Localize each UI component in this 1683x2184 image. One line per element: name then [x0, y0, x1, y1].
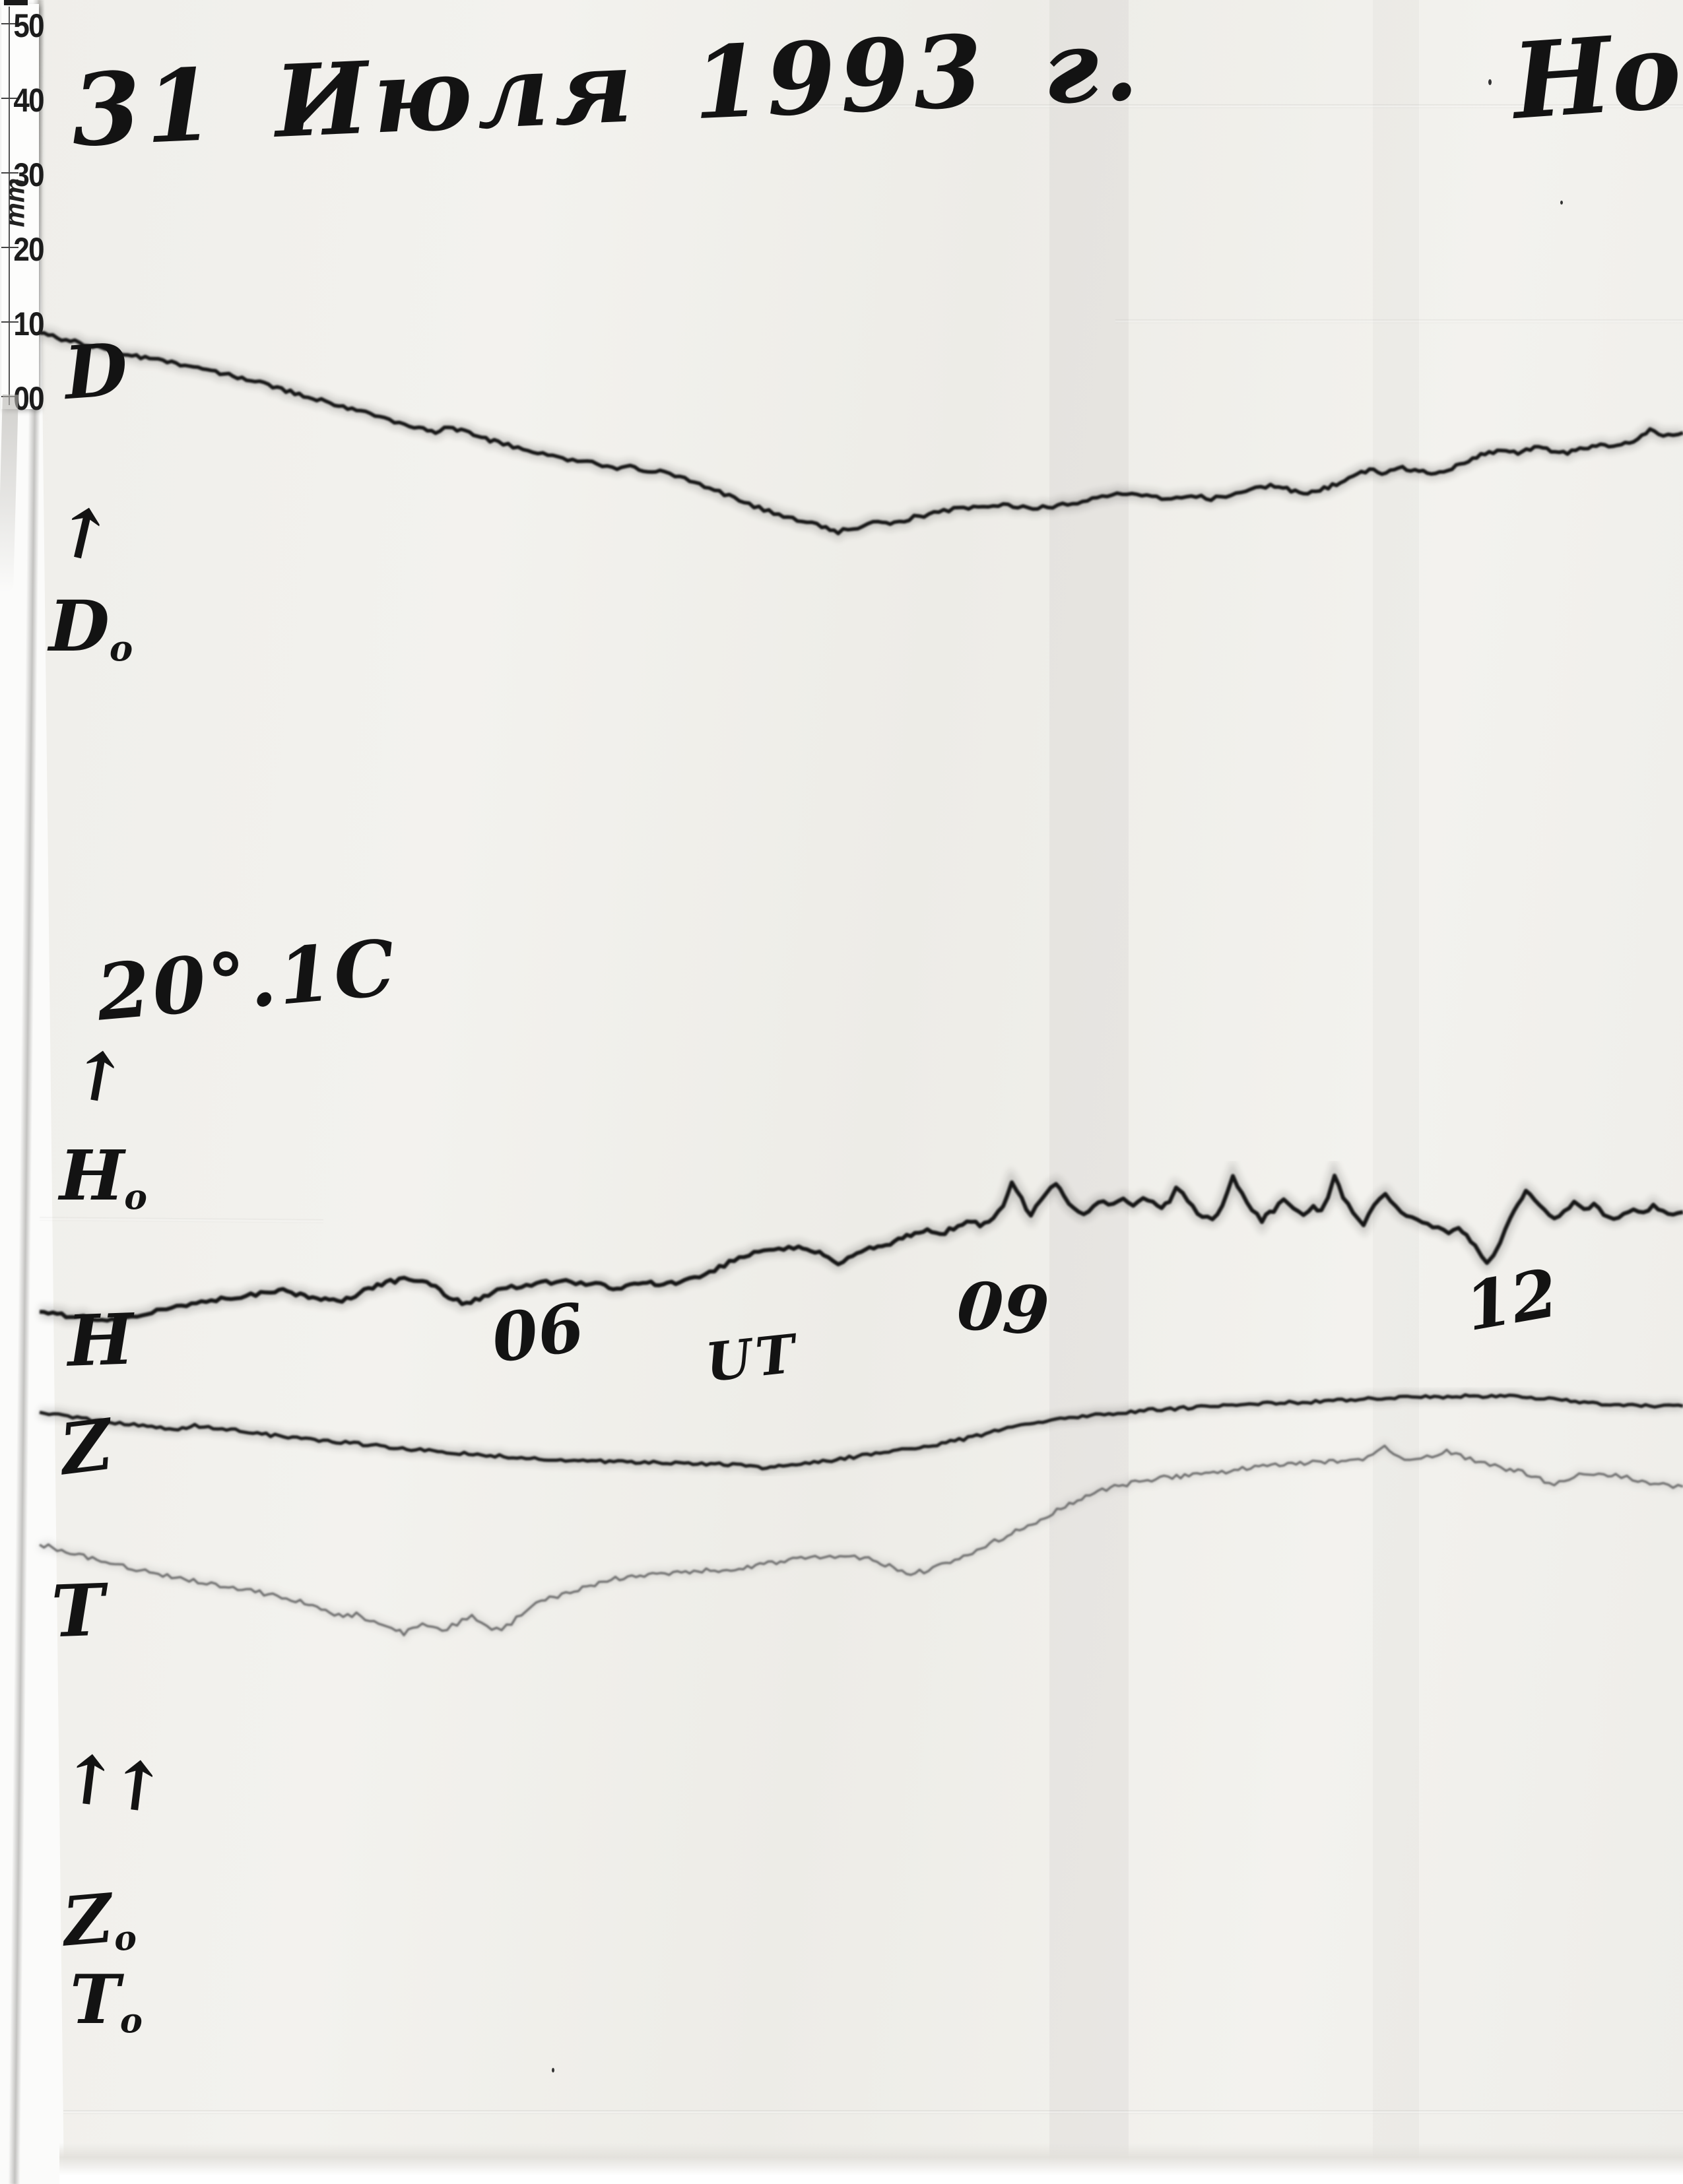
label-t0-main: T [70, 1960, 120, 2039]
ink-speck [1560, 201, 1563, 205]
paper-crease [63, 2110, 1683, 2114]
ink-speck [552, 2068, 554, 2072]
trace-Z [39, 1393, 1683, 1471]
trace-halo-D [39, 327, 1683, 541]
label-h0-main: H [59, 1135, 125, 1216]
label-h0: Ho [59, 1141, 147, 1215]
ruler-top-mark [4, 0, 28, 5]
label-z0: Zo [59, 1879, 139, 1962]
ruler-tick-label: 30 [13, 156, 44, 193]
trace-D [39, 331, 1683, 536]
label-t0: To [70, 1966, 143, 2038]
label-z0-main: Z [59, 1879, 116, 1962]
hour-label-12: 12 [1459, 1253, 1564, 1347]
paper-crease [818, 104, 1683, 108]
trace-H [39, 1173, 1683, 1324]
ruler-tick [1, 172, 18, 174]
up-arrow-icon: ↑ [63, 1033, 133, 1122]
label-t: T [50, 1568, 106, 1654]
mm-ruler-strip: 50 40 30 20 10 00 mm [0, 0, 45, 417]
ruler-tick [1, 98, 18, 99]
paper-crease [1115, 319, 1683, 323]
label-t0-sub: o [119, 2001, 143, 2041]
trace-halo-T [38, 1441, 1683, 1642]
label-h: H [65, 1297, 135, 1382]
ruler-tick [1, 247, 18, 248]
scan-streak [1049, 0, 1129, 2184]
ruler-tick [1, 321, 18, 323]
ruler-tick-label: 00 [13, 380, 44, 417]
station-name: Ново [1509, 0, 1683, 143]
ruler-scale-line [9, 7, 10, 405]
ruler-tick-label: 50 [13, 7, 44, 44]
ruler-tick-label: 40 [13, 82, 44, 119]
ruler-tick-label: 20 [13, 231, 44, 268]
label-d0-sub: o [109, 627, 133, 669]
ruler-tick-label: 10 [13, 305, 44, 342]
ruler-tick [1, 23, 18, 24]
label-d0-main: D [49, 585, 110, 667]
label-h0-sub: o [124, 1177, 147, 1218]
hour-label-06: 06 [486, 1287, 589, 1378]
ut-axis-label: UT [702, 1322, 803, 1394]
double-up-arrow-icon: ↑↑ [56, 1738, 162, 1829]
label-d0: Do [49, 591, 133, 666]
paper-bottom-torn-band [59, 2143, 1683, 2184]
label-z0-sub: o [112, 1917, 139, 1960]
trace-T [39, 1444, 1683, 1636]
ruler-unit-label: mm [0, 177, 30, 228]
label-z: Z [55, 1402, 117, 1491]
ink-speck [1488, 79, 1492, 85]
hour-label-09: 09 [954, 1266, 1052, 1351]
label-d: D [61, 326, 131, 416]
